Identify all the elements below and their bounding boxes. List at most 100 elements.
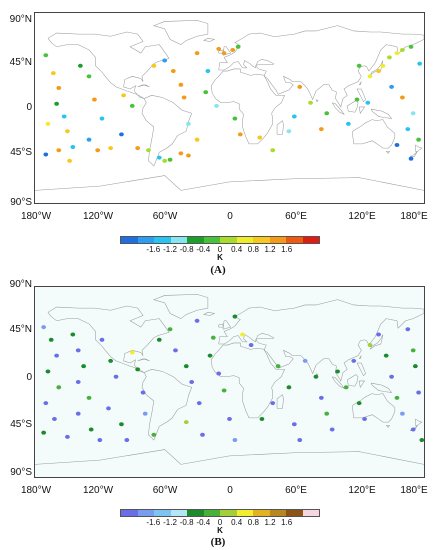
x-label-60e: 60°E bbox=[285, 485, 307, 496]
station-dot bbox=[108, 146, 114, 151]
station-dot bbox=[216, 371, 222, 376]
coastline bbox=[352, 119, 396, 149]
station-dot bbox=[405, 327, 411, 332]
station-dot bbox=[140, 390, 146, 395]
coastline bbox=[356, 362, 366, 377]
colorbar-swatch bbox=[286, 510, 303, 516]
coastline bbox=[370, 382, 393, 393]
station-dot bbox=[324, 411, 330, 416]
y-label-90s: 90°S bbox=[10, 197, 32, 208]
station-dot bbox=[318, 395, 324, 400]
coastline bbox=[222, 46, 232, 56]
station-dot bbox=[356, 63, 362, 68]
coastline bbox=[347, 100, 359, 113]
colorbar-swatch bbox=[220, 237, 237, 243]
station-dot bbox=[410, 348, 416, 353]
station-dot bbox=[214, 103, 219, 108]
station-dot bbox=[45, 369, 51, 374]
station-dot bbox=[308, 100, 313, 105]
world-map-a bbox=[35, 20, 424, 191]
station-dot bbox=[221, 388, 227, 393]
colorbar-swatch bbox=[253, 237, 270, 243]
station-dot bbox=[75, 379, 81, 385]
station-dot bbox=[270, 148, 276, 153]
station-dot bbox=[389, 374, 394, 379]
coastline bbox=[409, 151, 418, 157]
station-dot bbox=[362, 416, 367, 421]
station-dot bbox=[156, 337, 162, 342]
colorbar-swatch bbox=[170, 510, 187, 516]
coastline bbox=[218, 25, 424, 108]
station-dot bbox=[151, 432, 157, 437]
station-dot bbox=[61, 114, 67, 119]
station-dot bbox=[240, 332, 245, 337]
station-dot bbox=[75, 411, 81, 416]
station-dot bbox=[205, 69, 211, 74]
station-dot bbox=[189, 379, 195, 385]
station-dot bbox=[70, 145, 76, 150]
station-dot bbox=[210, 335, 216, 340]
station-dot bbox=[354, 97, 360, 102]
coastline bbox=[276, 394, 284, 409]
coastline bbox=[47, 305, 170, 373]
station-dot bbox=[200, 432, 205, 437]
station-dot bbox=[151, 63, 157, 68]
station-dot bbox=[162, 58, 168, 63]
y-label-90n: 90°N bbox=[9, 279, 32, 290]
x-label-120e: 120°E bbox=[348, 485, 376, 496]
station-dot bbox=[183, 420, 189, 425]
coastline bbox=[331, 102, 345, 116]
coastline bbox=[358, 355, 362, 360]
colorbar-swatch bbox=[286, 237, 303, 243]
station-dot bbox=[121, 93, 126, 98]
x-label-0: 0 bbox=[227, 211, 233, 222]
coastline bbox=[356, 88, 366, 103]
station-dot bbox=[275, 364, 281, 369]
colorbar-swatch bbox=[253, 510, 270, 516]
station-dot bbox=[99, 337, 105, 342]
station-dot bbox=[221, 51, 227, 56]
colorbar-swatch bbox=[170, 237, 187, 243]
cbar-tick: 0 bbox=[217, 245, 223, 254]
station-dot bbox=[56, 385, 62, 390]
station-dot bbox=[129, 103, 135, 108]
y-label-90n: 90°N bbox=[9, 14, 32, 25]
cbar-tick: -0.8 bbox=[179, 518, 194, 527]
colorbar-swatch bbox=[220, 510, 237, 516]
station-dot bbox=[410, 427, 416, 432]
colorbar-swatch bbox=[302, 510, 319, 516]
station-dot bbox=[203, 90, 209, 95]
cbar-tick: -0.4 bbox=[196, 518, 211, 527]
station-dot bbox=[67, 158, 72, 163]
station-dot bbox=[162, 158, 168, 163]
station-dot bbox=[324, 111, 330, 116]
station-dot bbox=[135, 146, 141, 151]
colorbar-swatch bbox=[187, 510, 204, 516]
station-dot bbox=[167, 327, 173, 332]
station-dot bbox=[65, 129, 70, 134]
station-dot bbox=[410, 111, 416, 116]
colorbar-swatch bbox=[269, 237, 286, 243]
station-dot bbox=[178, 82, 184, 87]
station-dot bbox=[329, 427, 335, 432]
coastline bbox=[210, 68, 286, 145]
station-dot bbox=[351, 358, 357, 363]
coastline bbox=[35, 175, 424, 191]
colorbar-swatch bbox=[236, 237, 253, 243]
cbar-tick: 0 bbox=[217, 518, 223, 527]
colorbar-swatch bbox=[269, 510, 286, 516]
station-dot bbox=[394, 395, 400, 400]
map-panel-a bbox=[34, 12, 425, 204]
station-dot bbox=[232, 438, 238, 443]
station-dot bbox=[48, 337, 54, 342]
station-dot bbox=[394, 51, 400, 56]
station-dot bbox=[286, 385, 292, 390]
x-label-180e: 180°E bbox=[400, 211, 428, 222]
coastline bbox=[347, 374, 359, 387]
station-dot bbox=[173, 348, 178, 353]
station-dot bbox=[194, 51, 200, 56]
colorbar-swatch bbox=[187, 237, 204, 243]
station-dot bbox=[297, 84, 303, 89]
station-dot bbox=[178, 151, 184, 156]
x-label-0: 0 bbox=[227, 485, 233, 496]
